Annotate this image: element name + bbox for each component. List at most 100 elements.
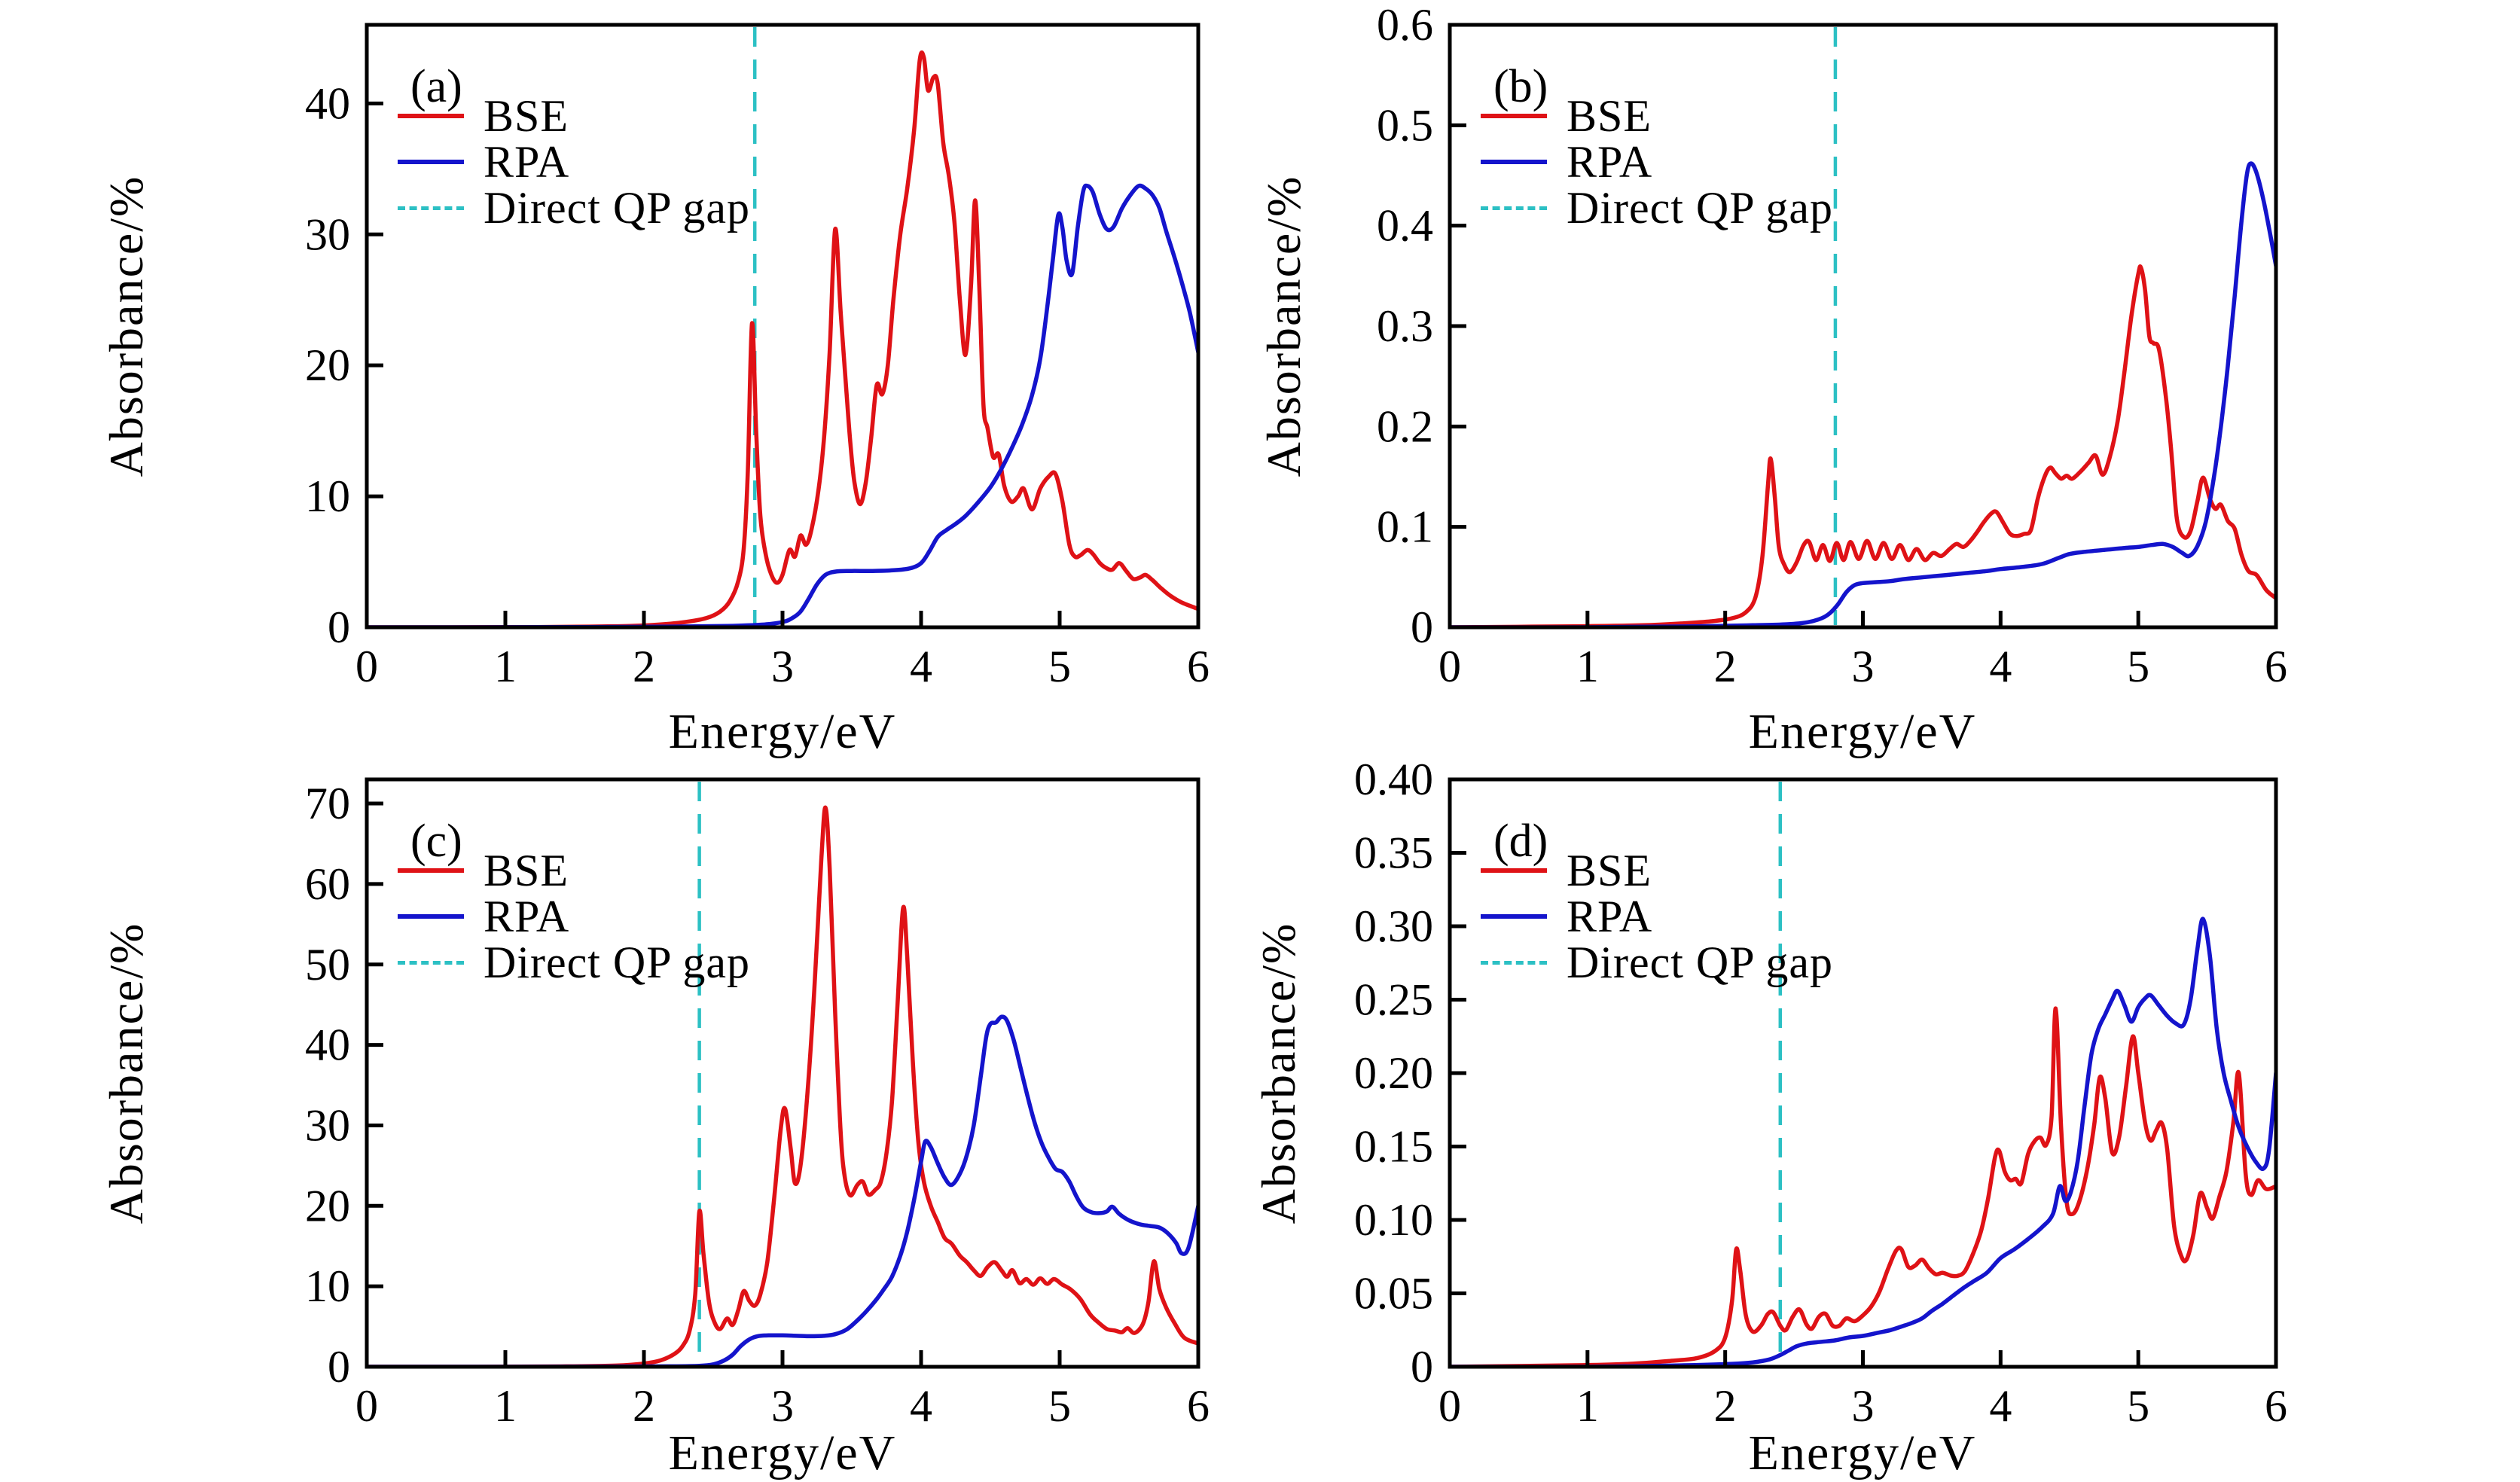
panel-d-x-tick-label: 3 (1852, 1381, 1875, 1431)
panel-c-letter: (c) (410, 816, 462, 867)
panel-a-x-tick-label: 2 (633, 642, 655, 691)
legend-label-rpa: RPA (1567, 136, 1653, 187)
panel-d: 0 1 2 3 4 5 6 0 0.05 0.10 0.15 0.20 0.25 0.30 0.35 0.40 (1354, 755, 2287, 1431)
panel-a-y-tick-label: 10 (305, 471, 350, 521)
panel-c-x-tick-label: 4 (910, 1381, 932, 1431)
legend-item-bse: BSE (398, 846, 569, 895)
panel-c-y-tick-label: 50 (305, 940, 350, 990)
panel-d-y-tick-label: 0.40 (1354, 755, 1433, 804)
panel-c-bse-curve (367, 805, 1198, 1367)
panel-b-bse-curve (1450, 264, 2276, 627)
panel-b-x-tick-label: 1 (1576, 642, 1599, 691)
legend-item-bse: BSE (398, 91, 569, 141)
panel-d-y-axis-label: Absorbance/% (1252, 922, 1305, 1224)
panel-b: 0 1 2 3 4 5 6 0 0.1 0.2 0.3 0.4 0.5 0.6 (1377, 0, 2287, 691)
legend-label-qp-gap: Direct QP gap (484, 182, 751, 233)
panel-d-x-tick-label: 2 (1714, 1381, 1737, 1431)
panel-c-y-tick-label: 70 (305, 779, 350, 828)
panel-d-y-tick-label: 0.15 (1354, 1122, 1433, 1172)
panel-a-y-tick-label: 40 (305, 78, 350, 128)
legend-item-qp-gap: Direct QP gap (398, 938, 750, 987)
legend-label-rpa: RPA (484, 891, 570, 941)
legend-label-rpa: RPA (1567, 891, 1653, 941)
panel-c-x-axis-label: Energy/eV (668, 1426, 897, 1480)
panel-d-x-tick-label: 6 (2265, 1381, 2287, 1431)
panel-c-x-tick-label: 2 (633, 1381, 655, 1431)
panel-b-y-tick-label: 0.2 (1377, 401, 1433, 451)
panel-c-y-tick-label: 30 (305, 1100, 350, 1150)
panel-d-y-tick-label: 0.10 (1354, 1195, 1433, 1245)
panel-a-x-axis-label: Energy/eV (668, 704, 897, 759)
panel-b-y-tick-label: 0.5 (1377, 100, 1433, 150)
legend-item-qp-gap: Direct QP gap (1481, 183, 1833, 233)
legend-item-qp-gap: Direct QP gap (398, 182, 751, 233)
panel-b-y-tick-label: 0.4 (1377, 201, 1433, 251)
panel-a-x-tick-label: 4 (910, 642, 932, 691)
panel-d-x-axis-label: Energy/eV (1748, 1426, 1977, 1480)
qp-gap-dashed-line-sample (398, 206, 464, 210)
rpa-line-sample (398, 914, 464, 919)
panel-a-y-axis-label: Absorbance/% (99, 175, 153, 477)
legend-label-bse: BSE (1567, 845, 1652, 895)
panel-c-x-tick-label: 1 (494, 1381, 517, 1431)
panel-d-bse-curve (1450, 1006, 2276, 1367)
panel-a-x-tick-label: 0 (355, 642, 378, 691)
panel-c-y-tick-label: 60 (305, 859, 350, 909)
panel-b-y-tick-label: 0.3 (1377, 301, 1433, 351)
panel-a-rpa-curve (367, 183, 1198, 627)
panel-c-y-tick-label: 20 (305, 1181, 350, 1230)
panel-c-x-tick-label: 6 (1187, 1381, 1210, 1431)
panel-b-y-tick-label: 0.1 (1377, 502, 1433, 552)
rpa-line-sample (398, 160, 464, 164)
rpa-line-sample (1481, 160, 1547, 164)
legend-label-qp-gap: Direct QP gap (1567, 937, 1834, 987)
panel-d-x-tick-label: 5 (2127, 1381, 2149, 1431)
panel-d-x-tick-label: 1 (1576, 1381, 1599, 1431)
legend-item-qp-gap: Direct QP gap (1481, 937, 1834, 987)
panel-d-x-tick-label: 4 (1989, 1381, 2012, 1431)
qp-gap-dashed-line-sample (398, 960, 464, 965)
panel-d-y-tick-label: 0.35 (1354, 828, 1433, 878)
panel-d-y-tick-label: 0.30 (1354, 901, 1433, 951)
legend-label-rpa: RPA (484, 136, 570, 187)
panel-c-x-tick-label: 5 (1048, 1381, 1071, 1431)
legend-label-bse: BSE (1567, 90, 1652, 141)
panel-d-y-tick-label: 0.20 (1354, 1048, 1433, 1098)
panel-b-x-tick-label: 6 (2265, 642, 2287, 691)
qp-gap-dashed-line-sample (1481, 960, 1547, 965)
bse-line-sample (1481, 868, 1547, 873)
panel-a-y-tick-label: 0 (328, 602, 350, 652)
panel-b-x-tick-label: 2 (1714, 642, 1737, 691)
bse-line-sample (398, 868, 464, 873)
panel-b-letter: (b) (1493, 61, 1548, 112)
legend-item-bse: BSE (1481, 845, 1652, 895)
rpa-line-sample (1481, 914, 1547, 919)
panel-b-rpa-curve (1450, 161, 2276, 627)
panel-b-x-tick-label: 4 (1989, 642, 2012, 691)
panel-b-x-tick-label: 3 (1852, 642, 1875, 691)
legend-item-bse: BSE (1481, 90, 1652, 141)
panel-d-x-tick-label: 0 (1438, 1381, 1461, 1431)
panel-b-x-tick-label: 5 (2127, 642, 2149, 691)
panel-b-x-tick-label: 0 (1438, 642, 1461, 691)
bse-line-sample (398, 114, 464, 118)
panel-d-y-tick-label: 0.25 (1354, 975, 1433, 1025)
legend-item-rpa: RPA (1481, 136, 1653, 187)
panel-d-rpa-curve (1450, 916, 2276, 1367)
panel-b-y-axis-label: Absorbance/% (1257, 175, 1310, 477)
panel-d-y-tick-label: 0 (1411, 1342, 1433, 1392)
panel-a: 0 1 2 3 4 5 6 0 10 20 30 40 (305, 23, 1210, 691)
panel-d-letter: (d) (1493, 816, 1548, 867)
panel-c-y-tick-label: 0 (328, 1342, 350, 1392)
panel-a-x-tick-label: 5 (1048, 642, 1071, 691)
panel-c-y-tick-label: 10 (305, 1261, 350, 1311)
panel-a-y-tick-label: 30 (305, 209, 350, 259)
legend-item-rpa: RPA (398, 891, 570, 941)
panel-a-x-tick-label: 3 (771, 642, 794, 691)
panel-a-x-tick-label: 6 (1187, 642, 1210, 691)
panel-a-y-tick-label: 20 (305, 340, 350, 390)
panel-c-rpa-curve (367, 1014, 1198, 1367)
